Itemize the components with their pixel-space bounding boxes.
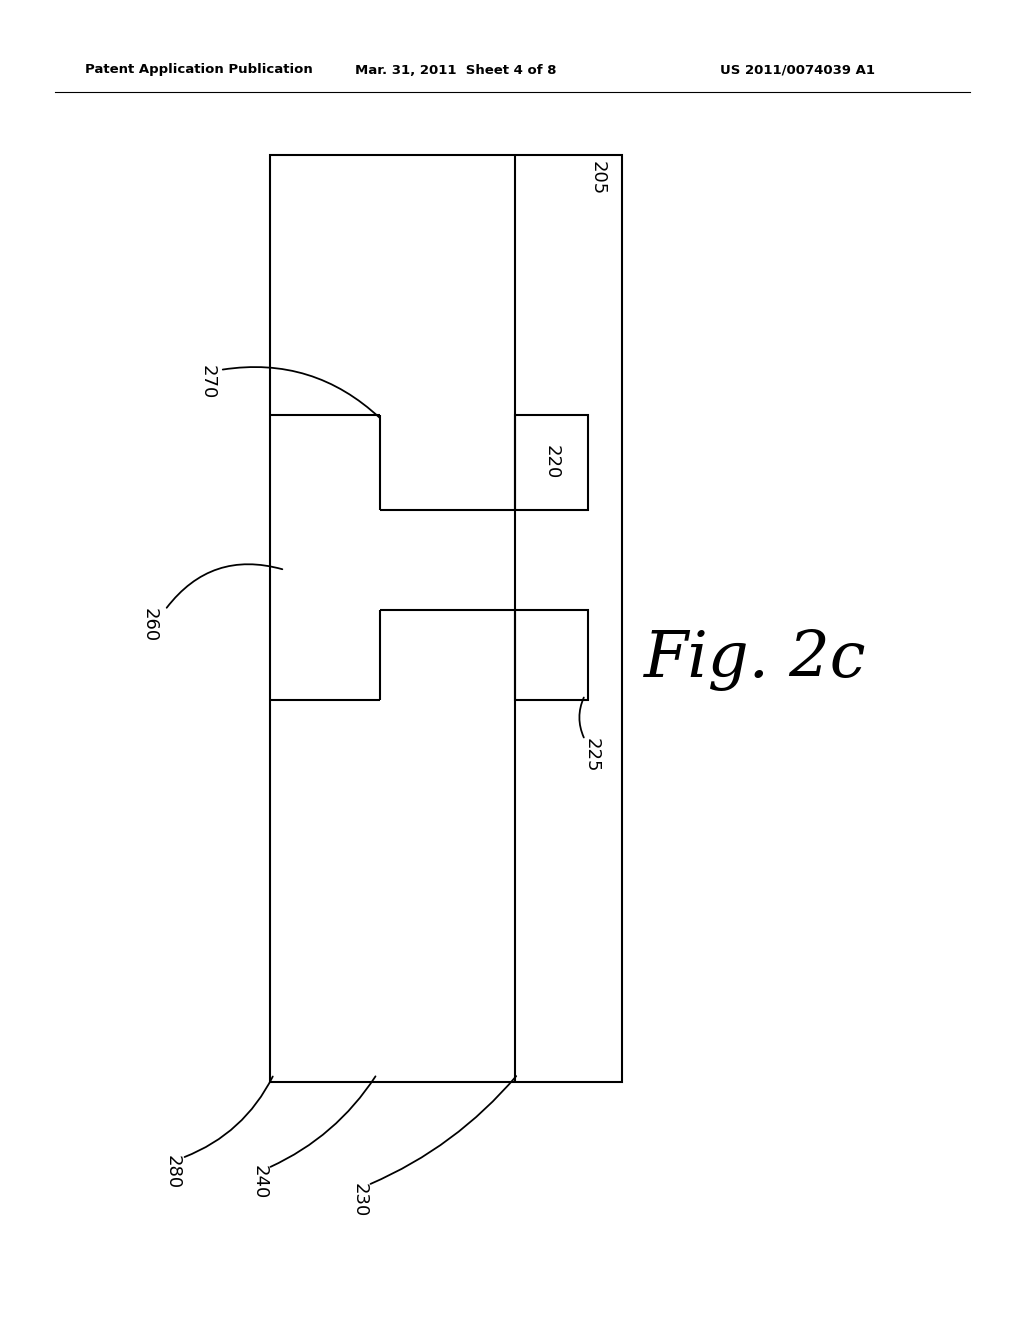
Text: Fig. 2c: Fig. 2c: [644, 630, 866, 690]
Text: 280: 280: [164, 1155, 182, 1189]
Text: 240: 240: [251, 1164, 269, 1199]
Text: Patent Application Publication: Patent Application Publication: [85, 63, 312, 77]
Text: US 2011/0074039 A1: US 2011/0074039 A1: [720, 63, 874, 77]
Text: 225: 225: [583, 738, 601, 772]
Text: 270: 270: [199, 364, 217, 399]
Bar: [270, 154, 622, 1082]
Text: 230: 230: [351, 1183, 369, 1217]
Text: 260: 260: [141, 609, 159, 642]
Bar: [515, 414, 588, 510]
Text: 220: 220: [543, 445, 561, 479]
Bar: [515, 610, 588, 700]
Text: Mar. 31, 2011  Sheet 4 of 8: Mar. 31, 2011 Sheet 4 of 8: [355, 63, 556, 77]
Text: 205: 205: [589, 161, 607, 195]
